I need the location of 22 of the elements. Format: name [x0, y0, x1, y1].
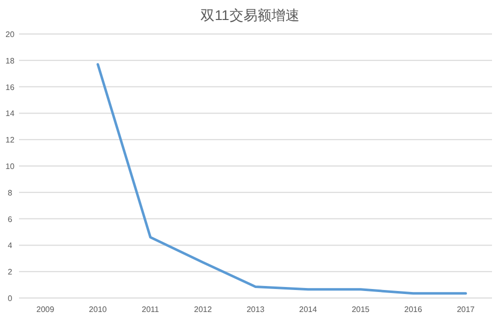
x-tick-label: 2009 [36, 305, 55, 314]
y-tick-label: 12 [6, 136, 15, 145]
line-series [96, 63, 467, 295]
x-tick-label: 2012 [194, 305, 212, 314]
y-tick-label: 0 [8, 294, 13, 303]
chart-title: 双11交易额增速 [200, 7, 300, 23]
y-tick-label: 14 [6, 109, 15, 118]
x-tick-label: 2014 [299, 305, 318, 314]
y-tick-label: 18 [6, 56, 15, 66]
x-tick-label: 2010 [88, 305, 108, 314]
y-tick-label: 8 [8, 188, 13, 198]
x-tick-label: 2013 [246, 305, 265, 314]
y-tick-label: 2 [8, 268, 13, 277]
x-tick-label: 2017 [456, 305, 476, 314]
y-tick-label: 16 [6, 82, 15, 92]
y-tick-label: 10 [6, 162, 15, 171]
x-tick-label: 2015 [352, 305, 370, 314]
y-tick-label: 20 [6, 30, 15, 39]
x-tick-label: 2011 [142, 305, 160, 314]
y-tick-label: 6 [8, 214, 13, 224]
x-tick-label: 2016 [404, 305, 423, 314]
y-tick-label: 4 [8, 241, 13, 250]
